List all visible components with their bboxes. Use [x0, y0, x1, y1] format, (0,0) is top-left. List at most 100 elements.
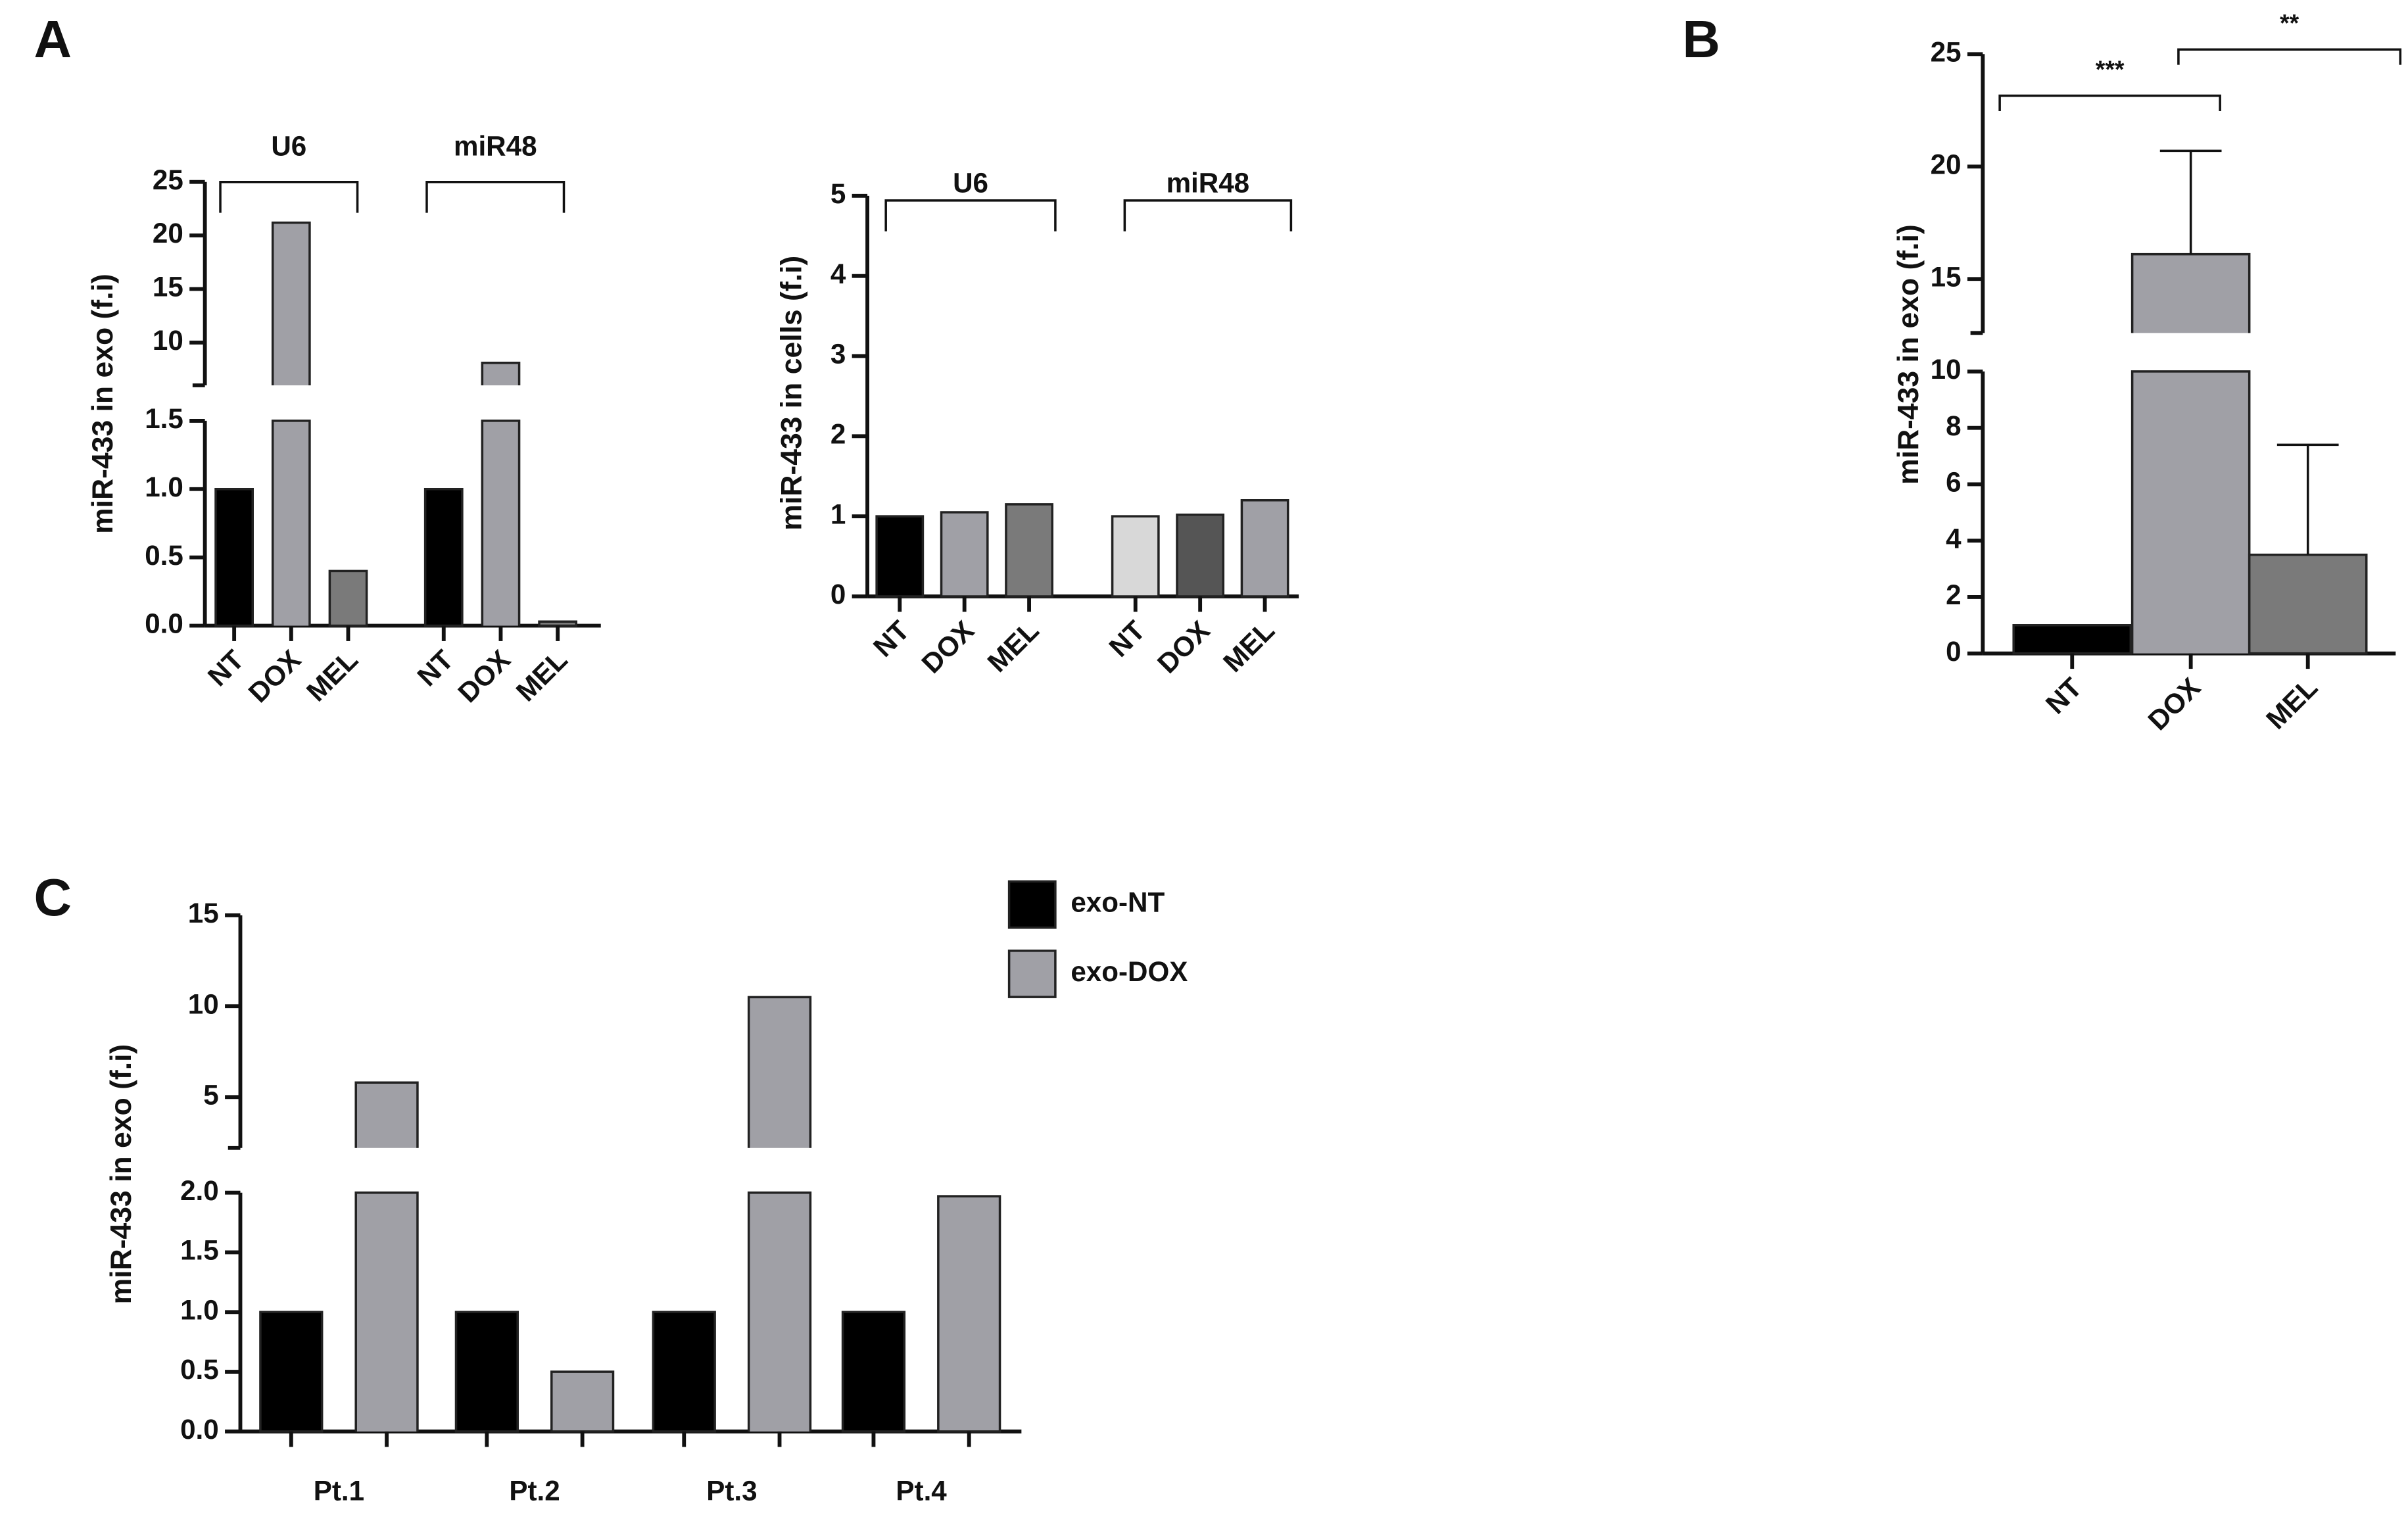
bar — [1240, 499, 1289, 598]
group-bracket — [219, 180, 359, 213]
y-tick-label: 0.0 — [180, 1414, 219, 1445]
y-tick-label: 20 — [153, 218, 183, 249]
y-tick-label: 0.5 — [145, 540, 183, 571]
bar — [354, 1081, 419, 1432]
bar — [328, 569, 368, 627]
x-tick-label: NT — [202, 644, 250, 692]
y-tick-label: 0.0 — [145, 608, 183, 639]
bar — [841, 1311, 906, 1433]
y-tick-label: 4 — [831, 258, 846, 289]
y-tick-label: 10 — [188, 988, 219, 1019]
y-tick-label: 1.0 — [145, 471, 183, 502]
bar — [652, 1311, 716, 1433]
x-tick-label: NT — [411, 644, 459, 692]
bar — [2248, 553, 2368, 655]
bar — [259, 1311, 324, 1433]
x-tick-label: DOX — [1151, 615, 1216, 679]
panel-label: C — [34, 868, 72, 927]
y-tick-label: 8 — [1946, 410, 1961, 441]
x-tick-label: Pt.1 — [314, 1476, 364, 1507]
y-tick-label: 2.0 — [180, 1175, 219, 1206]
bar — [454, 1311, 519, 1433]
group-bracket — [1123, 199, 1293, 231]
y-tick-label: 15 — [188, 898, 219, 929]
x-tick-label: Pt.3 — [706, 1476, 757, 1507]
y-tick-label: 6 — [1946, 467, 1961, 498]
panel-label: A — [34, 10, 72, 68]
x-tick-label: NT — [2040, 671, 2088, 719]
legend-label: exo-NT — [1071, 887, 1165, 918]
significance-bracket — [2177, 48, 2402, 65]
significance-label: *** — [2096, 55, 2125, 83]
y-tick-label: 15 — [1931, 261, 1962, 292]
bar — [550, 1370, 615, 1433]
y-tick-label: 10 — [153, 325, 183, 356]
legend-swatch — [1007, 880, 1057, 929]
bar — [1176, 513, 1225, 598]
y-tick-label: 1 — [831, 498, 846, 529]
bar — [2131, 253, 2251, 654]
significance-bracket — [1998, 94, 2221, 111]
x-tick-label: DOX — [452, 644, 516, 708]
y-tick-label: 1.5 — [145, 403, 183, 434]
y-tick-label: 1.5 — [180, 1235, 219, 1266]
group-label: miR48 — [454, 130, 537, 161]
bar — [2012, 624, 2132, 655]
y-tick-label: 15 — [153, 272, 183, 302]
x-tick-label: MEL — [510, 644, 573, 707]
y-axis-label: miR-433 in exo (f.i) — [105, 1044, 137, 1305]
bar — [940, 511, 989, 598]
y-tick-label: 25 — [1931, 36, 1962, 67]
group-bracket — [884, 199, 1057, 231]
bar — [481, 362, 521, 626]
y-axis-label: miR-433 in cells (f.i) — [775, 256, 807, 531]
y-tick-label: 20 — [1931, 149, 1962, 180]
error-bar — [2276, 443, 2339, 555]
bar — [937, 1195, 1001, 1433]
x-tick-label: MEL — [982, 615, 1045, 678]
y-tick-label: 25 — [153, 164, 183, 195]
y-tick-label: 5 — [831, 178, 846, 209]
x-tick-label: DOX — [2142, 672, 2206, 736]
bar — [271, 221, 311, 626]
bar — [214, 487, 254, 627]
y-tick-label: 4 — [1946, 523, 1962, 554]
legend-swatch — [1007, 950, 1057, 998]
panel-label: B — [1682, 10, 1720, 68]
y-axis-label: miR-433 in exo (f.i) — [87, 274, 119, 534]
x-tick-label: NT — [867, 615, 915, 663]
group-label: U6 — [953, 168, 988, 199]
group-label: U6 — [271, 130, 306, 161]
significance-label: ** — [2280, 9, 2300, 37]
y-tick-label: 0 — [1946, 636, 1961, 667]
y-tick-label: 2 — [1946, 579, 1961, 610]
bar — [747, 996, 812, 1432]
legend-label: exo-DOX — [1071, 956, 1188, 987]
y-tick-label: 3 — [831, 339, 846, 370]
y-tick-label: 1.0 — [180, 1294, 219, 1325]
bar — [1111, 515, 1160, 598]
y-tick-label: 0 — [831, 579, 846, 610]
y-axis-label: miR-433 in exo (f.i) — [1892, 224, 1925, 485]
y-tick-label: 10 — [1931, 354, 1962, 385]
x-tick-label: MEL — [301, 644, 364, 707]
y-tick-label: 5 — [203, 1079, 218, 1110]
group-bracket — [425, 180, 566, 213]
bar — [538, 620, 578, 627]
bar — [423, 487, 464, 627]
y-tick-label: 2 — [831, 418, 846, 449]
x-tick-label: Pt.2 — [509, 1476, 560, 1507]
x-tick-label: DOX — [915, 615, 980, 679]
bar — [1005, 503, 1053, 598]
x-tick-label: Pt.4 — [896, 1476, 947, 1507]
error-bar — [2159, 149, 2222, 254]
x-tick-label: DOX — [243, 644, 307, 708]
y-tick-label: 0.5 — [180, 1354, 219, 1385]
bar — [875, 515, 925, 598]
x-tick-label: NT — [1103, 615, 1151, 663]
x-tick-label: MEL — [2260, 672, 2323, 735]
x-tick-label: MEL — [1217, 615, 1280, 678]
group-label: miR48 — [1167, 168, 1250, 199]
